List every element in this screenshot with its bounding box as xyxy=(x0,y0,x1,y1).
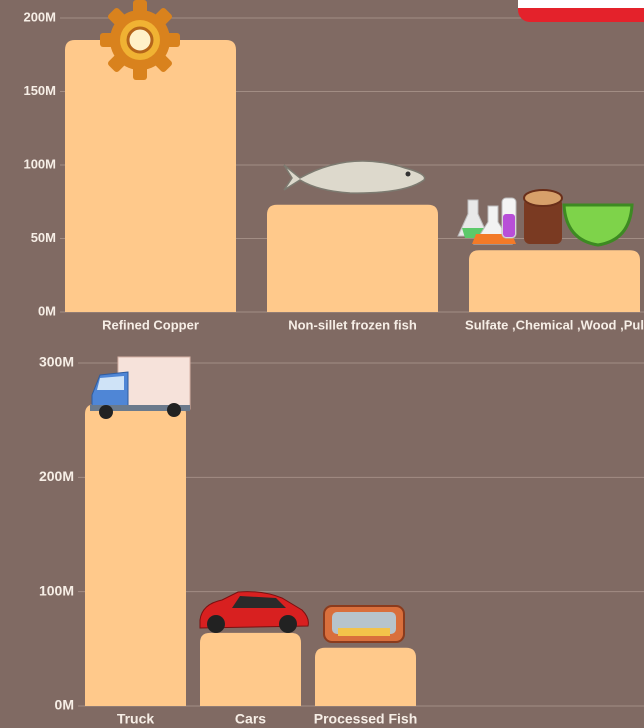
x-tick-label: Processed Fish xyxy=(314,711,418,727)
gear-icon xyxy=(100,0,180,80)
y-tick-label: 200M xyxy=(23,9,56,24)
x-tick-label: Refined Copper xyxy=(102,317,199,332)
x-tick-label: Cars xyxy=(235,711,266,727)
bar xyxy=(267,204,438,312)
fish-icon xyxy=(283,160,426,194)
y-tick-label: 0M xyxy=(55,697,74,713)
y-tick-label: 150M xyxy=(23,83,56,98)
bar xyxy=(469,250,640,312)
x-tick-label: Non-sillet frozen fish xyxy=(288,317,417,332)
y-tick-label: 50M xyxy=(31,230,56,245)
car-icon xyxy=(199,591,309,633)
y-tick-label: 200M xyxy=(39,468,74,484)
bar-layer xyxy=(65,40,640,706)
truck-icon xyxy=(90,356,191,419)
chemical-wood-icons xyxy=(457,189,634,247)
tin-icon xyxy=(323,605,405,643)
x-tick-label: Sulfate ,Chemical ,Wood ,Pul xyxy=(465,317,644,332)
x-tick-label: Truck xyxy=(117,711,155,727)
bar xyxy=(200,632,301,706)
y-tick-label: 100M xyxy=(23,156,56,171)
bar xyxy=(65,40,236,313)
y-tick-label: 100M xyxy=(39,582,74,598)
bar xyxy=(315,647,416,706)
bar xyxy=(85,404,186,706)
y-tick-label: 300M xyxy=(39,354,74,370)
y-tick-label: 0M xyxy=(38,303,56,318)
flag-icon xyxy=(518,0,644,22)
